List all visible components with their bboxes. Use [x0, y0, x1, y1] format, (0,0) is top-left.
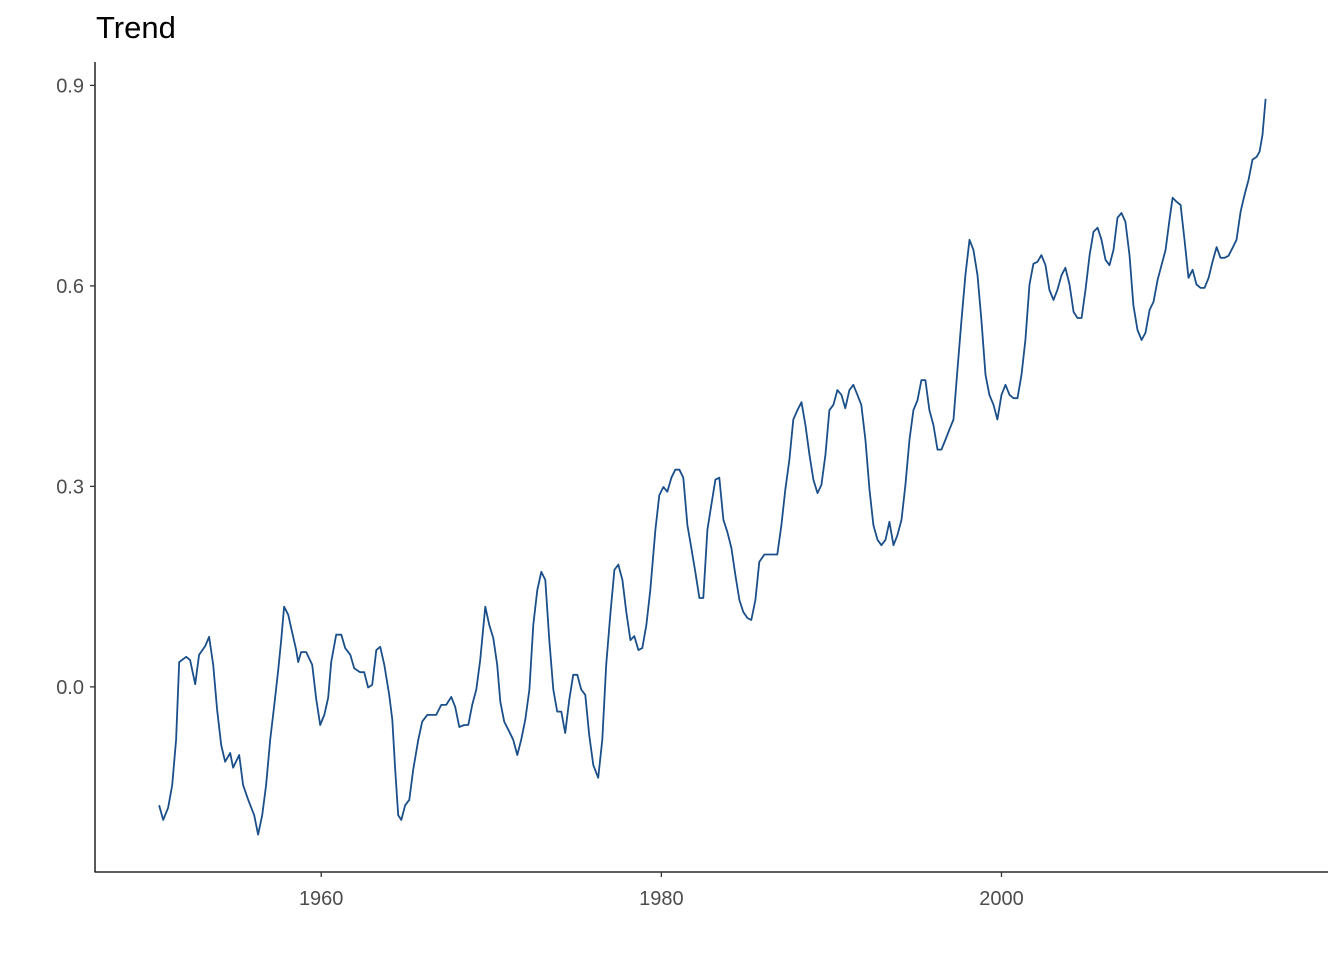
chart-title: Trend: [96, 10, 176, 45]
y-tick-label: 0.3: [56, 476, 84, 498]
trend-line: [158, 98, 1267, 836]
y-tick-label: 0.6: [56, 276, 84, 298]
x-tick-label: 1960: [299, 888, 344, 910]
y-tick-label: 0.0: [56, 677, 84, 699]
plot-marks: [158, 98, 1267, 836]
axes: 0.0 0.3 0.6 0.9 1960 1980 2000: [56, 62, 1328, 910]
x-tick-label: 2000: [979, 888, 1024, 910]
x-tick-label: 1980: [639, 888, 684, 910]
y-tick-label: 0.9: [56, 75, 84, 97]
